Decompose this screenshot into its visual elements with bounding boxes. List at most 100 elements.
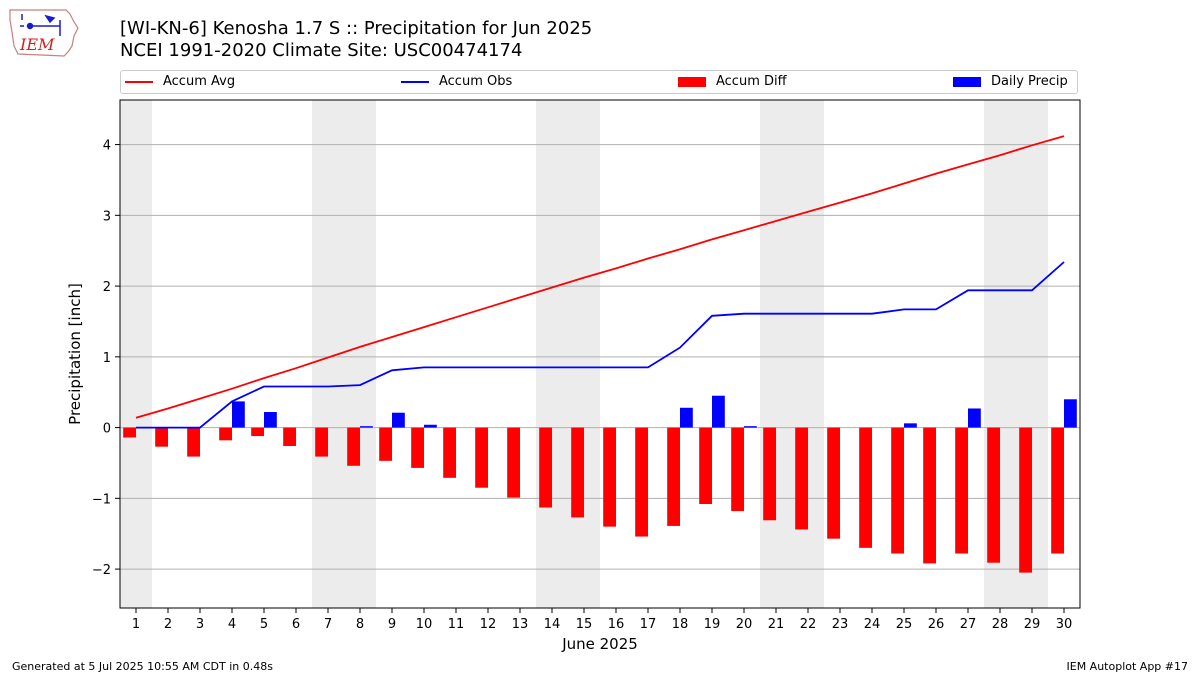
daily-precip-bar bbox=[360, 426, 373, 428]
x-tick-label: 13 bbox=[512, 617, 529, 632]
x-tick-label: 11 bbox=[448, 617, 465, 632]
accum-diff-bar bbox=[987, 427, 1000, 563]
accum-diff-bar bbox=[891, 427, 904, 554]
legend-label: Accum Diff bbox=[716, 74, 787, 89]
accum-diff-bar bbox=[283, 427, 296, 446]
legend-label: Accum Avg bbox=[163, 74, 236, 89]
y-axis-label: Precipitation [inch] bbox=[66, 283, 84, 425]
plot-frame bbox=[119, 99, 1081, 609]
accum-diff-bar bbox=[507, 427, 520, 498]
daily-precip-bar bbox=[744, 426, 757, 428]
daily-precip-bar bbox=[904, 423, 917, 428]
accum-diff-bar bbox=[251, 427, 264, 437]
x-tick-label: 8 bbox=[356, 617, 364, 632]
x-tick-label: 6 bbox=[292, 617, 300, 632]
accum-diff-bar bbox=[1019, 427, 1032, 573]
x-tick-label: 27 bbox=[960, 617, 977, 632]
x-tick-label: 5 bbox=[260, 617, 268, 632]
weekend-band bbox=[120, 100, 152, 608]
accum-diff-bar bbox=[859, 427, 872, 548]
iowa-outline-icon bbox=[9, 9, 79, 57]
daily-precip-bar bbox=[968, 408, 981, 428]
accum-diff-bar bbox=[411, 427, 424, 468]
accum-diff-bar bbox=[379, 427, 392, 461]
legend-item-accum-diff: Accum Diff bbox=[678, 74, 787, 89]
legend-swatch bbox=[678, 76, 706, 87]
legend-label: Accum Obs bbox=[439, 74, 513, 89]
logo-text: IEM bbox=[19, 35, 55, 54]
footer-app: IEM Autoplot App #17 bbox=[1066, 660, 1189, 673]
accum-diff-bar bbox=[1051, 427, 1064, 554]
weekend-band bbox=[536, 100, 600, 608]
y-tick-label: 2 bbox=[103, 280, 111, 295]
weather-instruments-icon bbox=[20, 14, 61, 36]
legend-item-accum-obs: Accum Obs bbox=[401, 74, 512, 89]
accum-diff-bar bbox=[315, 427, 328, 457]
accum-diff-bar bbox=[347, 427, 360, 466]
accum-diff-bar bbox=[475, 427, 488, 488]
accum-diff-bar bbox=[763, 427, 776, 521]
gridlines bbox=[120, 144, 1080, 570]
x-tick-label: 20 bbox=[736, 617, 753, 632]
daily-precip-bar bbox=[264, 412, 277, 428]
chart-title: [WI-KN-6] Kenosha 1.7 S :: Precipitation… bbox=[120, 18, 593, 39]
daily-precip-bar bbox=[232, 401, 245, 428]
accum-diff-bar bbox=[667, 427, 680, 526]
accum-diff-bar bbox=[827, 427, 840, 539]
x-tick-label: 10 bbox=[416, 617, 433, 632]
x-tick-label: 1 bbox=[132, 617, 140, 632]
accum-diff-bar bbox=[955, 427, 968, 554]
y-tick-label: 3 bbox=[103, 209, 111, 224]
accum-diff-bar bbox=[219, 427, 232, 441]
accum-diff-bar bbox=[795, 427, 808, 530]
x-tick-label: 24 bbox=[864, 617, 881, 632]
x-tick-label: 15 bbox=[576, 617, 593, 632]
x-tick-label: 29 bbox=[1024, 617, 1041, 632]
accum-diff-bar bbox=[123, 427, 136, 438]
x-tick-label: 21 bbox=[768, 617, 785, 632]
accum-diff-bar bbox=[635, 427, 648, 537]
bars bbox=[123, 395, 1077, 573]
legend-swatch bbox=[401, 80, 429, 83]
legend-label: Daily Precip bbox=[991, 74, 1068, 89]
x-tick-label: 12 bbox=[480, 617, 497, 632]
accum-diff-bar bbox=[731, 427, 744, 512]
x-tick-label: 17 bbox=[640, 617, 657, 632]
x-axis-label: June 2025 bbox=[561, 635, 638, 653]
accum-obs-line bbox=[136, 261, 1065, 429]
chart-subtitle: NCEI 1991-2020 Climate Site: USC00474174 bbox=[120, 40, 523, 61]
daily-precip-bar bbox=[424, 424, 437, 428]
x-tick-label: 23 bbox=[832, 617, 849, 632]
x-tick-label: 26 bbox=[928, 617, 945, 632]
legend-item-accum-avg: Accum Avg bbox=[125, 74, 235, 89]
x-tick-label: 18 bbox=[672, 617, 689, 632]
x-tick-label: 7 bbox=[324, 617, 332, 632]
chart-legend: Accum Avg Accum Obs Accum Diff Daily Pre… bbox=[120, 70, 1078, 94]
accum-diff-bar bbox=[443, 427, 456, 478]
accum-avg-line bbox=[135, 135, 1065, 419]
weekend-band bbox=[760, 100, 824, 608]
x-tick-label: 3 bbox=[196, 617, 204, 632]
accum-diff-bar bbox=[603, 427, 616, 527]
y-tick-label: 1 bbox=[103, 351, 111, 366]
iem-logo: IEM bbox=[9, 9, 79, 57]
daily-precip-bar bbox=[712, 395, 725, 428]
weekend-shading bbox=[120, 100, 1048, 608]
x-tick-label: 14 bbox=[544, 617, 561, 632]
x-tick-label: 9 bbox=[388, 617, 396, 632]
legend-swatch bbox=[125, 80, 153, 83]
x-tick-label: 16 bbox=[608, 617, 625, 632]
accum-diff-bar bbox=[155, 427, 168, 447]
x-tick-label: 22 bbox=[800, 617, 817, 632]
accum-diff-bar bbox=[187, 427, 200, 457]
lines bbox=[135, 135, 1065, 429]
x-tick-label: 28 bbox=[992, 617, 1009, 632]
y-tick-label: 4 bbox=[103, 139, 111, 154]
x-tick-label: 4 bbox=[228, 617, 236, 632]
x-tick-label: 30 bbox=[1056, 617, 1073, 632]
x-tick-label: 19 bbox=[704, 617, 721, 632]
daily-precip-bar bbox=[1064, 399, 1077, 428]
y-tick-label: −2 bbox=[92, 563, 111, 578]
